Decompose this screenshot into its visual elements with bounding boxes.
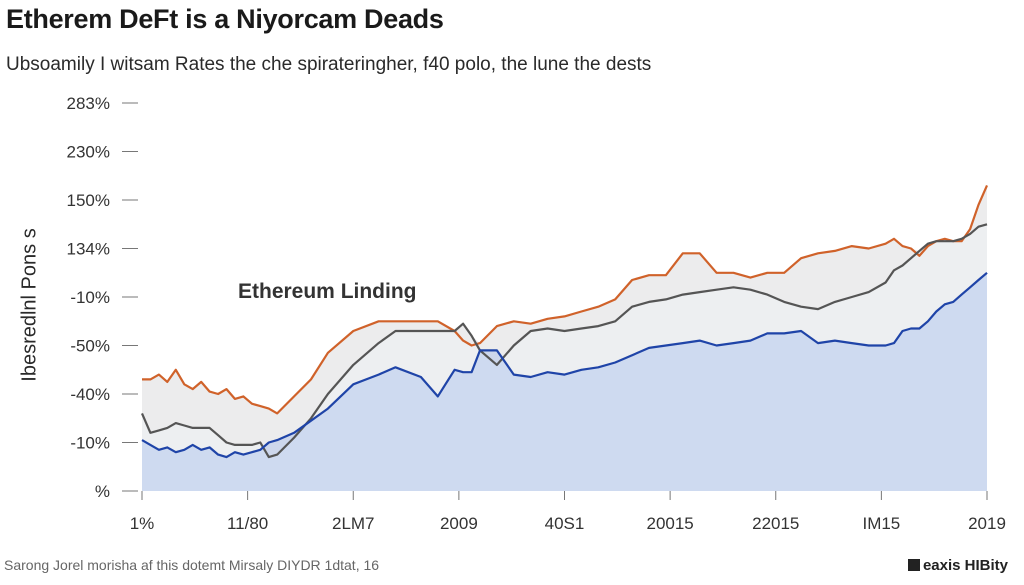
brand-logo: eaxis HIBity — [907, 557, 1008, 574]
x-tick-label: 22015 — [752, 514, 799, 533]
x-tick-label: 20015 — [646, 514, 693, 533]
blue-series-line — [141, 271, 988, 459]
brand-icon — [907, 559, 920, 571]
x-tick-label: IM15 — [862, 514, 900, 533]
axes-layer: % -10% -40% -50% -10% 134% 150% 230% 283% 1% 11/80… — [67, 94, 1006, 533]
y-tick-label: -10% — [70, 434, 110, 453]
y-tick-label: 134% — [67, 240, 110, 259]
brand-name: eaxis HIBity — [922, 557, 1008, 574]
x-tick-label: 2009 — [440, 514, 478, 533]
y-tick-label: -10% — [70, 288, 110, 307]
x-tick-label: 11/80 — [227, 514, 268, 533]
source-note: Sarong Jorel morisha af this dotemt Mirs… — [4, 557, 380, 573]
y-tick-label: 283% — [67, 94, 110, 113]
gray-series-line — [140, 223, 988, 459]
x-tick-label: 1% — [130, 514, 155, 533]
chart-subtitle: Ubsoamily I witsam Rates the che spirate… — [6, 54, 652, 75]
chart-annotation: Ethereum Linding — [238, 280, 417, 303]
y-tick-label: -50% — [70, 337, 110, 356]
gray-band — [142, 185, 987, 458]
y-tick-label: % — [95, 482, 110, 501]
y-axis-label: Ibesredlnl Pons s — [18, 228, 41, 382]
chart-title: Etherem DeFt is a Niyorcam Deads — [6, 4, 444, 34]
orange-series-line — [142, 184, 989, 415]
x-tick-label: 2LM7 — [332, 514, 375, 533]
series-line-layer — [140, 184, 989, 459]
y-tick-label: -40% — [70, 385, 110, 404]
series-fill-layer — [142, 185, 987, 491]
blue-area — [142, 272, 987, 491]
x-tick-label: 40S1 — [545, 514, 585, 533]
y-tick-label: 150% — [67, 191, 110, 210]
x-tick-label: 2019 — [968, 514, 1006, 533]
y-tick-label: 230% — [67, 143, 110, 162]
